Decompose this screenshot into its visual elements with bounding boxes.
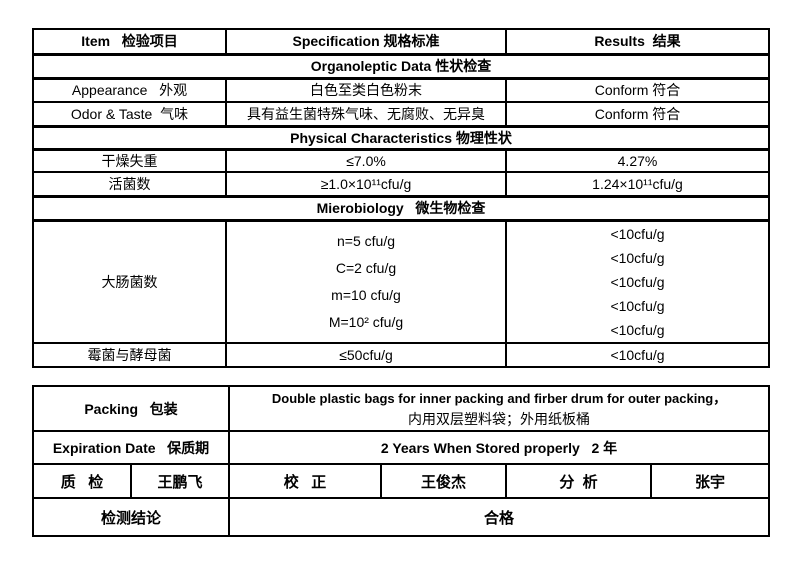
coliforms-spec-line: M=10² cfu/g [328,313,404,330]
appearance-result: Conform 符合 [505,77,770,103]
qc-name: 王鹏飞 [129,463,231,499]
section-title-microbiology: Mierobiology 微生物检查 [32,194,770,222]
row-yeast-mold: 霉菌与酵母菌 ≤50cfu/g <10cfu/g [32,341,770,368]
analysis-label: 分 析 [505,463,653,499]
yeast-mold-result: <10cfu/g [505,341,770,368]
coliforms-spec-line: m=10 cfu/g [331,286,401,303]
row-conclusion: 检测结论 合格 [31,497,771,537]
footer-table: Packing 包装 Double plastic bags for inner… [31,385,771,537]
section-row-organoleptic: Organoleptic Data 性状检查 [32,52,770,80]
loss-on-drying-spec: ≤7.0% [225,148,507,173]
packing-line-chinese: 内用双层塑料袋；外用纸板桶 [408,410,591,427]
yeast-mold-item: 霉菌与酵母菌 [32,341,227,368]
analysis-name: 张宇 [650,463,771,499]
section-row-microbiology: Mierobiology 微生物检查 [32,194,770,222]
viable-count-result: 1.24×10¹¹cfu/g [505,171,770,197]
row-packing: Packing 包装 Double plastic bags for inner… [31,385,771,432]
coliforms-result-line: <10cfu/g [610,321,665,338]
results-column-header: Results 结果 [505,28,770,55]
odor-taste-spec: 具有益生菌特殊气味、无腐败、无异臭 [225,101,507,127]
coliforms-results: <10cfu/g <10cfu/g <10cfu/g <10cfu/g <10c… [505,219,770,344]
calibration-label: 校 正 [228,463,383,499]
row-odor-taste: Odor & Taste 气味 具有益生菌特殊气味、无腐败、无异臭 Confor… [32,101,770,127]
packing-line-english: Double plastic bags for inner packing an… [271,390,727,406]
appearance-item: Appearance 外观 [32,77,227,103]
conclusion-label: 检测结论 [31,497,231,537]
packing-value: Double plastic bags for inner packing an… [228,385,771,432]
loss-on-drying-result: 4.27% [505,148,770,173]
section-title-physical: Physical Characteristics 物理性状 [32,124,770,151]
inspection-table: Item 检验项目 Specification 规格标准 Results 结果 … [32,28,770,368]
coliforms-result-line: <10cfu/g [610,249,665,266]
odor-taste-result: Conform 符合 [505,101,770,127]
packing-label: Packing 包装 [31,385,231,432]
odor-taste-item: Odor & Taste 气味 [32,101,227,127]
row-coliforms: 大肠菌数 n=5 cfu/g C=2 cfu/g m=10 cfu/g M=10… [32,219,770,344]
row-signatures: 质 检 王鹏飞 校 正 王俊杰 分 析 张宇 [32,463,771,499]
qc-label: 质 检 [32,463,132,499]
viable-count-spec: ≥1.0×10¹¹cfu/g [225,171,507,197]
row-expiration: Expiration Date 保质期 2 Years When Stored … [31,430,771,465]
section-title-organoleptic: Organoleptic Data 性状检查 [32,52,770,80]
conclusion-value: 合格 [228,497,771,537]
coliforms-item: 大肠菌数 [32,219,227,344]
loss-on-drying-item: 干燥失重 [32,148,227,173]
coliforms-result-line: <10cfu/g [610,297,665,314]
coliforms-result-line: <10cfu/g [610,273,665,290]
coliforms-result-line: <10cfu/g [610,225,665,242]
viable-count-item: 活菌数 [32,171,227,197]
row-loss-on-drying: 干燥失重 ≤7.0% 4.27% [32,148,770,173]
coliforms-spec-line: n=5 cfu/g [337,232,395,249]
calibration-name: 王俊杰 [380,463,508,499]
item-column-header: Item 检验项目 [32,28,227,55]
specification-column-header: Specification 规格标准 [225,28,507,55]
row-appearance: Appearance 外观 白色至类白色粉末 Conform 符合 [32,77,770,103]
appearance-spec: 白色至类白色粉末 [225,77,507,103]
yeast-mold-spec: ≤50cfu/g [225,341,507,368]
coliforms-spec: n=5 cfu/g C=2 cfu/g m=10 cfu/g M=10² cfu… [225,219,507,344]
coliforms-spec-line: C=2 cfu/g [335,259,397,276]
expiration-value: 2 Years When Stored properly 2 年 [228,430,771,465]
section-row-physical: Physical Characteristics 物理性状 [32,124,770,151]
table-header-row: Item 检验项目 Specification 规格标准 Results 结果 [32,28,770,55]
expiration-label: Expiration Date 保质期 [31,430,231,465]
row-viable-count: 活菌数 ≥1.0×10¹¹cfu/g 1.24×10¹¹cfu/g [32,171,770,197]
